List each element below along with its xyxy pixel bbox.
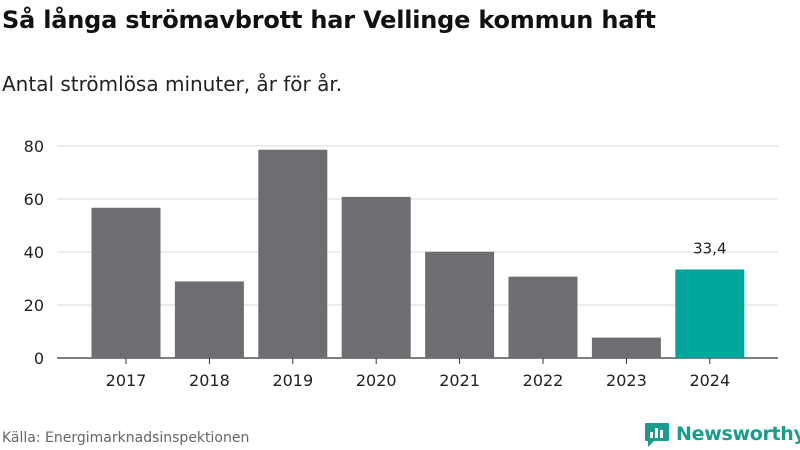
bar-2017 — [91, 207, 161, 358]
chart-subtitle: Antal strömlösa minuter, år för år. — [2, 72, 343, 96]
logo-text: Newsworthy — [676, 423, 800, 445]
x-tick-label: 2023 — [606, 371, 647, 390]
bar-2018 — [174, 281, 244, 358]
bar-2020 — [341, 196, 411, 358]
bar-2023 — [591, 337, 661, 358]
bar-2019 — [258, 149, 328, 358]
y-tick-label: 0 — [34, 349, 44, 368]
x-tick-label: 2019 — [272, 371, 313, 390]
data-label: 33,4 — [693, 239, 726, 257]
bar-2024 — [675, 269, 745, 358]
y-tick-label: 80 — [24, 137, 44, 156]
x-tick-label: 2024 — [689, 371, 730, 390]
y-axis-ticks: 0 20 40 60 80 — [24, 137, 44, 368]
bar-chart-logo-icon — [645, 423, 669, 447]
x-tick-label: 2017 — [106, 371, 147, 390]
data-labels: 33,4 — [693, 239, 726, 257]
x-tick-label: 2022 — [523, 371, 564, 390]
y-tick-label: 60 — [24, 190, 44, 209]
source-note: Källa: Energimarknadsinspektionen — [2, 430, 250, 446]
x-tick-label: 2020 — [356, 371, 397, 390]
chart-title: Så långa strömavbrott har Vellinge kommu… — [2, 6, 656, 34]
gridlines — [57, 145, 778, 359]
y-tick-label: 40 — [24, 243, 44, 262]
x-tick-label: 2018 — [189, 371, 230, 390]
newsworthy-logo: Newsworthy — [644, 420, 800, 448]
bar-2021 — [425, 251, 495, 358]
bar-2022 — [508, 276, 578, 358]
y-tick-label: 20 — [24, 296, 44, 315]
x-axis-ticks: 2017 2018 2019 2020 2021 2022 2023 2024 — [106, 358, 730, 390]
x-tick-label: 2021 — [439, 371, 480, 390]
bars — [91, 149, 745, 358]
